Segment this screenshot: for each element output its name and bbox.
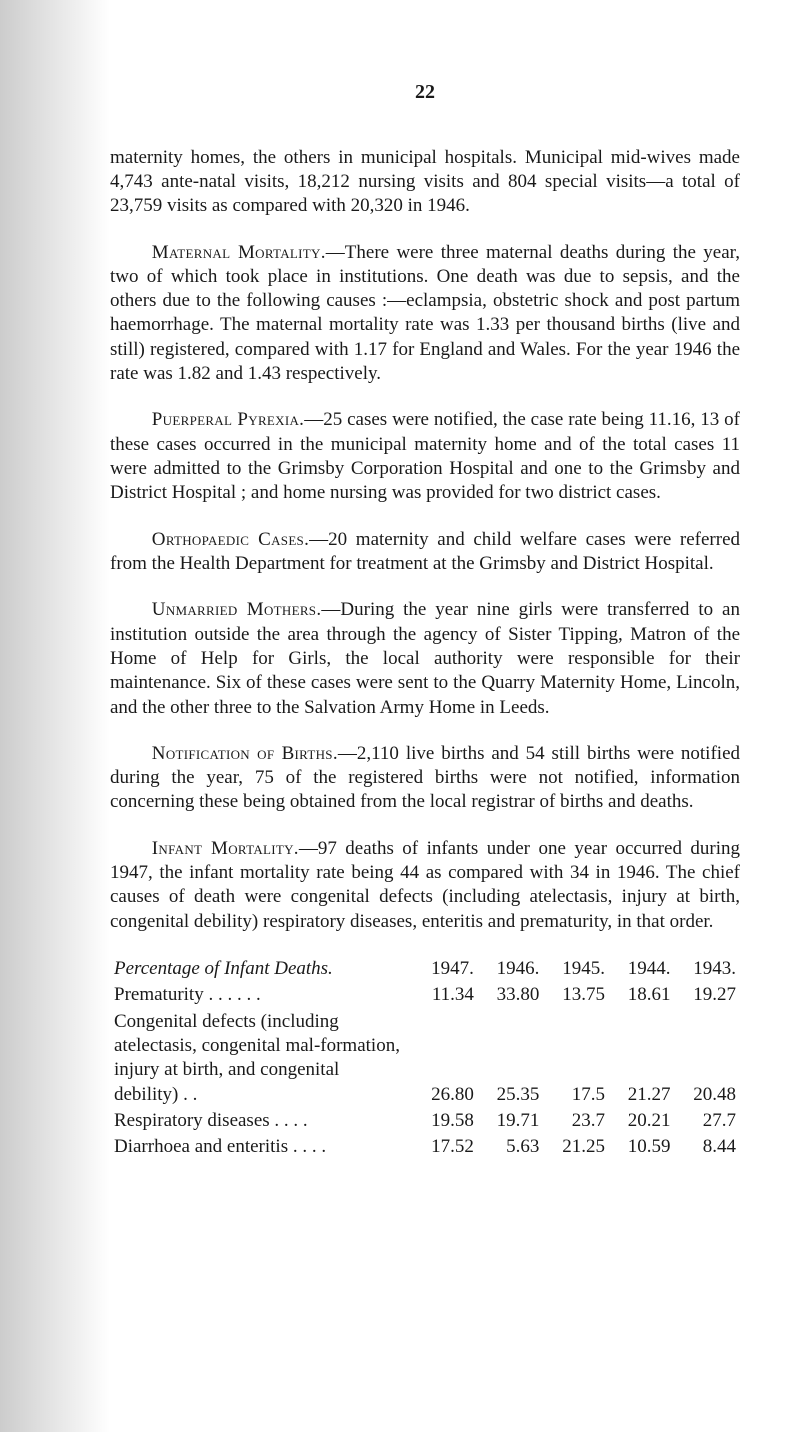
paragraph: Unmarried Mothers.—During the year nine … — [110, 598, 740, 720]
page-number: 22 — [110, 80, 740, 106]
table-cell: 8.44 — [674, 1134, 740, 1160]
paragraph: Infant Mortality.—97 deaths of infants u… — [110, 837, 740, 934]
table-row: Diarrhoea and enteritis . . . . 17.52 5.… — [110, 1134, 740, 1160]
infant-deaths-table: Percentage of Infant Deaths. 1947. 1946.… — [110, 956, 740, 1161]
table-col-header: 1944. — [609, 956, 675, 982]
table-cell: 5.63 — [478, 1134, 544, 1160]
table-cell: 19.71 — [478, 1108, 544, 1134]
heading-inline: Notification of Births. — [152, 743, 338, 764]
paragraph: Puerperal Pyrexia.—25 cases were notifie… — [110, 408, 740, 505]
table-cell: 19.58 — [412, 1108, 478, 1134]
paragraph: maternity homes, the others in municipal… — [110, 146, 740, 219]
paragraph: Orthopaedic Cases.—20 maternity and chil… — [110, 528, 740, 577]
table-cell: 21.27 — [609, 1009, 675, 1108]
table-row: Prematurity . . . . . . 11.34 33.80 13.7… — [110, 982, 740, 1008]
heading-inline: Maternal Mortality. — [152, 242, 326, 263]
table-cell: 18.61 — [609, 982, 675, 1008]
table-row: Congenital defects (including atelectasi… — [110, 1009, 740, 1108]
table-row-label: Congenital defects (including atelectasi… — [110, 1009, 412, 1108]
page: 22 maternity homes, the others in munici… — [0, 0, 800, 1432]
table-cell: 20.21 — [609, 1108, 675, 1134]
table-cell: 33.80 — [478, 982, 544, 1008]
table-header-row: Percentage of Infant Deaths. 1947. 1946.… — [110, 956, 740, 982]
table-cell: 27.7 — [674, 1108, 740, 1134]
paragraph: Maternal Mortality.—There were three mat… — [110, 241, 740, 387]
table-cell: 26.80 — [412, 1009, 478, 1108]
table-cell: 21.25 — [543, 1134, 609, 1160]
table-row-label: Prematurity . . . . . . — [110, 982, 412, 1008]
paragraph: Notification of Births.—2,110 live birth… — [110, 742, 740, 815]
table-cell: 25.35 — [478, 1009, 544, 1108]
table-row-label: Diarrhoea and enteritis . . . . — [110, 1134, 412, 1160]
table-cell: 17.52 — [412, 1134, 478, 1160]
table-cell: 13.75 — [543, 982, 609, 1008]
table-cell: 19.27 — [674, 982, 740, 1008]
heading-inline: Orthopaedic Cases. — [152, 529, 309, 550]
table-col-header: 1945. — [543, 956, 609, 982]
table-cell: 20.48 — [674, 1009, 740, 1108]
page-content: 22 maternity homes, the others in munici… — [110, 80, 740, 1161]
table-row: Respiratory diseases . . . . 19.58 19.71… — [110, 1108, 740, 1134]
table-col-header: 1947. — [412, 956, 478, 982]
table-row-label: Respiratory diseases . . . . — [110, 1108, 412, 1134]
table-cell: 11.34 — [412, 982, 478, 1008]
table-cell: 23.7 — [543, 1108, 609, 1134]
heading-inline: Puerperal Pyrexia. — [152, 409, 304, 430]
table-cell: 10.59 — [609, 1134, 675, 1160]
table-col-header: 1943. — [674, 956, 740, 982]
table-cell: 17.5 — [543, 1009, 609, 1108]
heading-inline: Infant Mortality. — [152, 838, 299, 859]
table-header-label: Percentage of Infant Deaths. — [110, 956, 412, 982]
heading-inline: Unmarried Mothers. — [152, 599, 322, 620]
scan-shadow — [0, 0, 110, 1432]
table-col-header: 1946. — [478, 956, 544, 982]
